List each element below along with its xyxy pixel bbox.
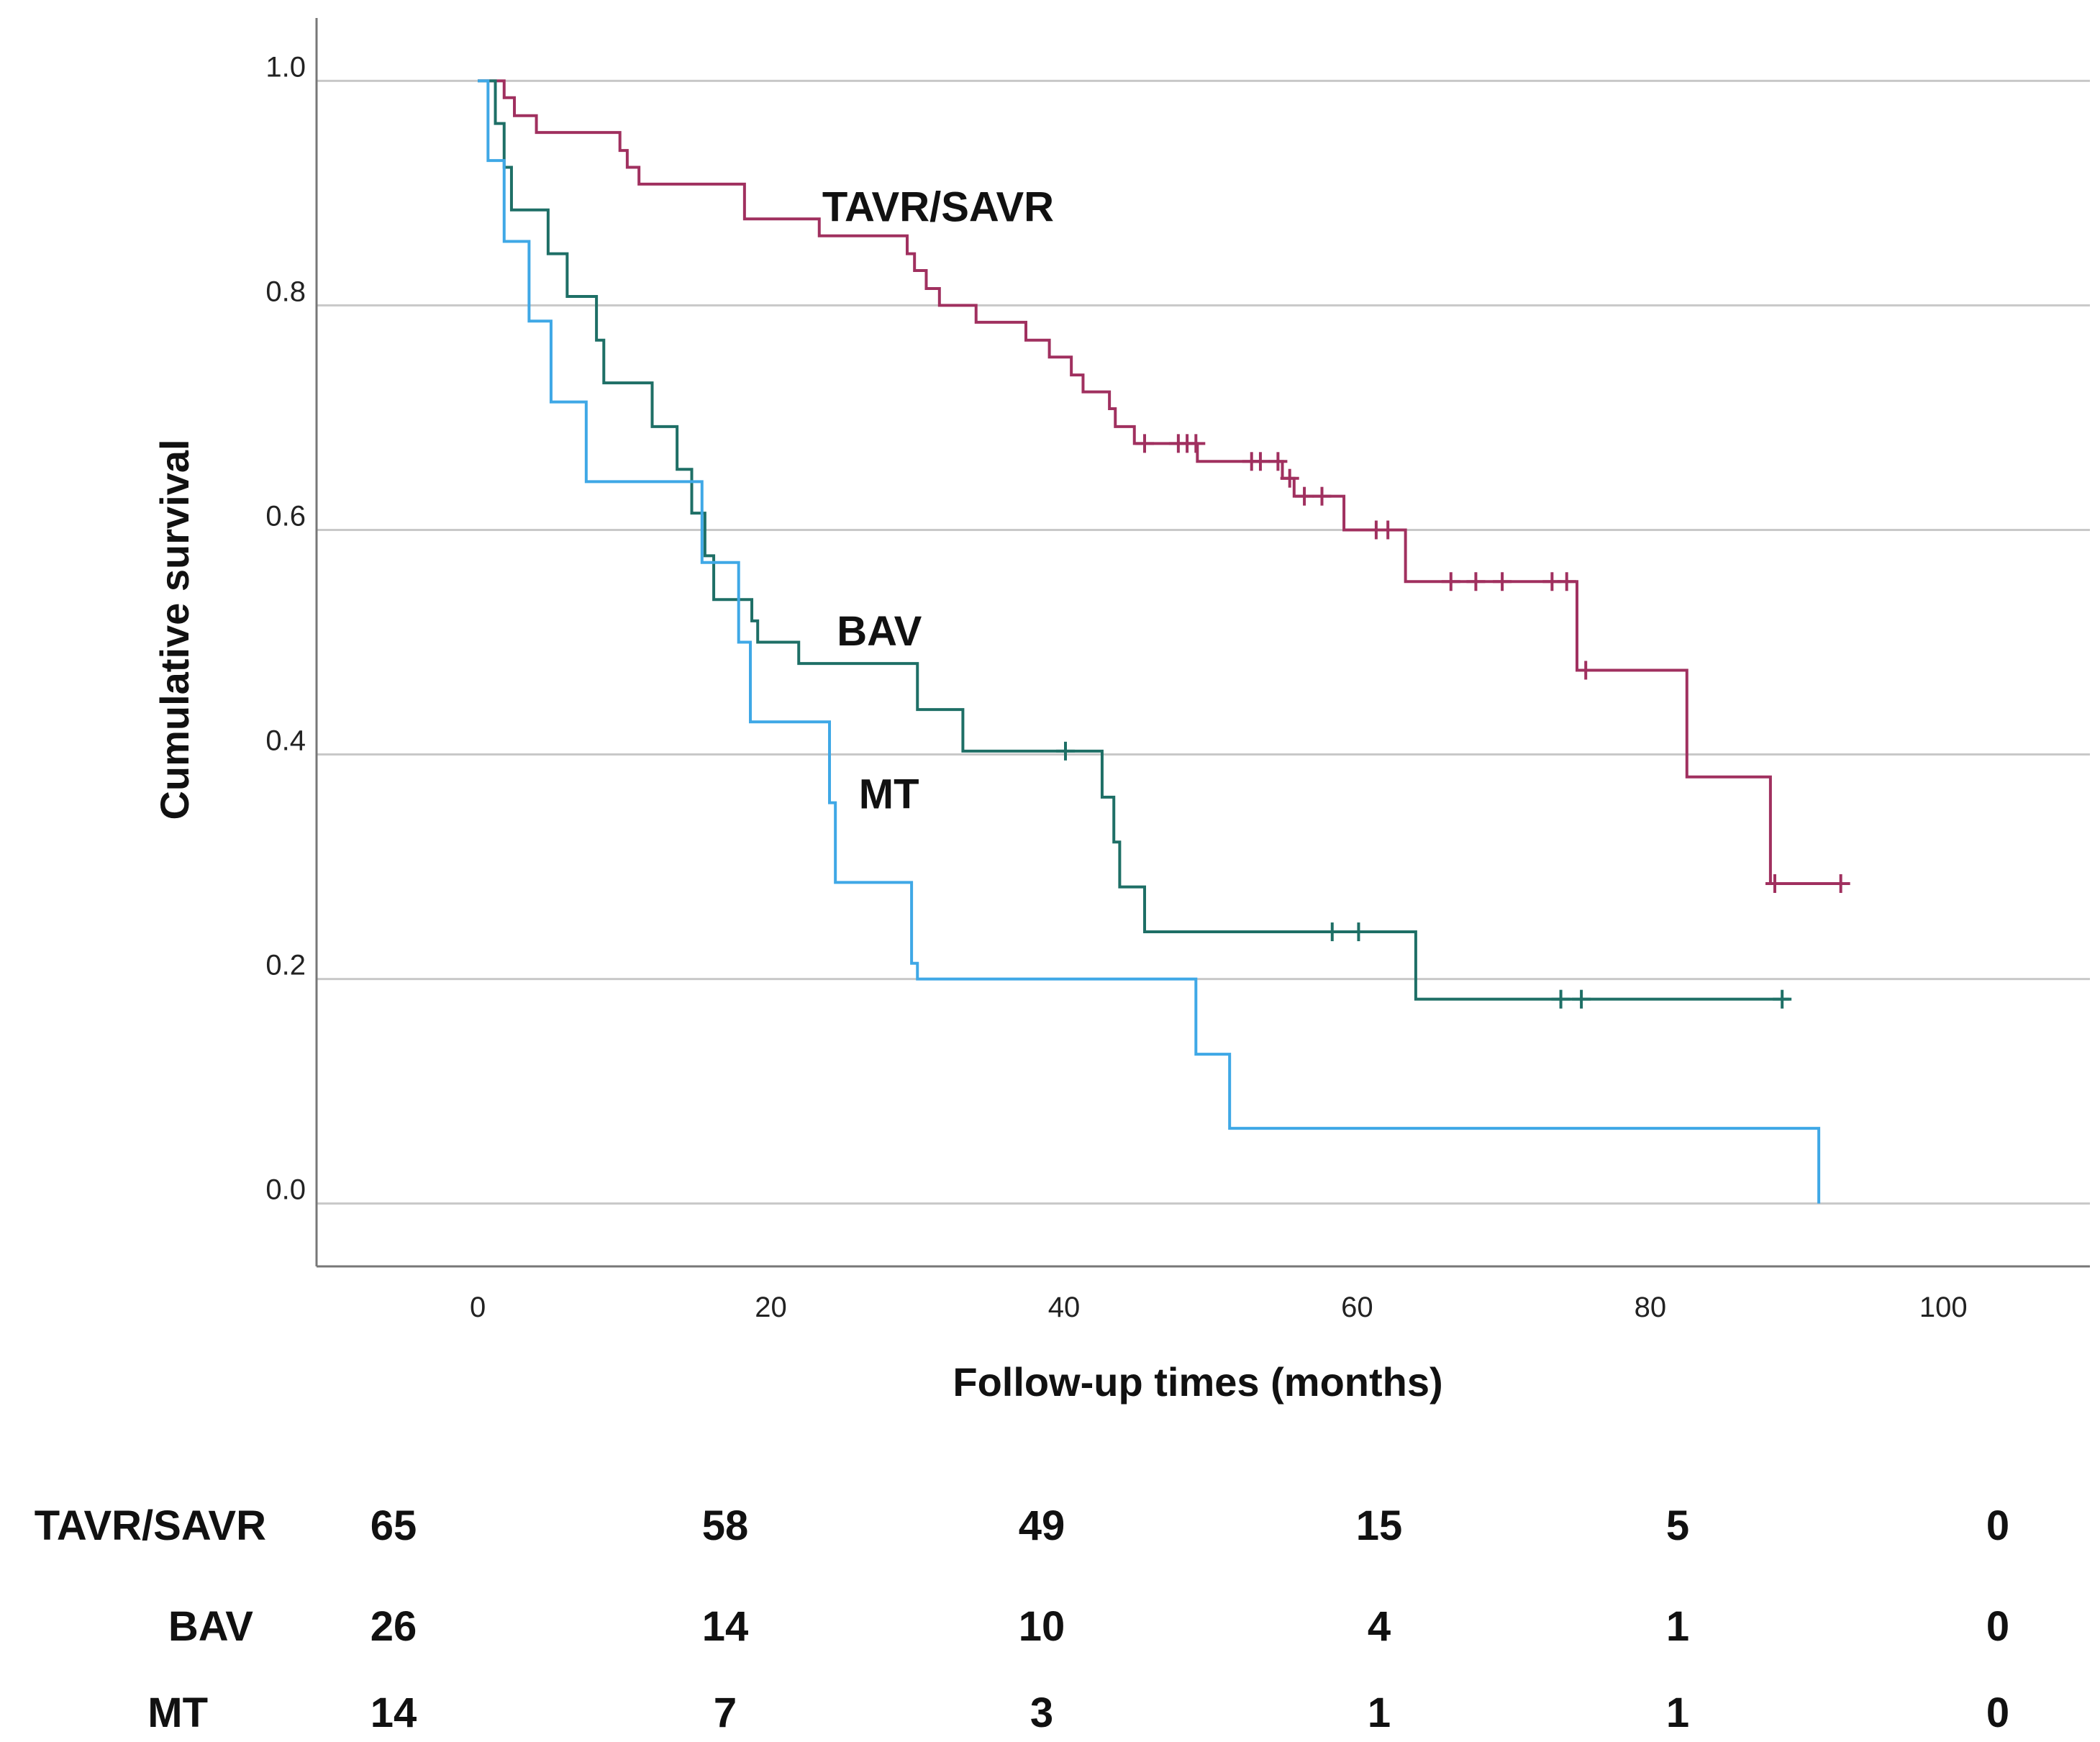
risk-row-label: MT: [147, 1689, 208, 1736]
risk-value: 7: [714, 1689, 737, 1736]
gridlines: [317, 79, 2090, 1205]
km-curve-BAV: [478, 79, 1790, 1001]
y-axis-title: Cumulative survival: [152, 439, 197, 820]
risk-value: 26: [371, 1603, 417, 1650]
curve-label: BAV: [837, 608, 922, 655]
risk-row-label: BAV: [168, 1603, 253, 1650]
risk-value: 0: [1986, 1502, 2009, 1549]
risk-value: 15: [1356, 1502, 1403, 1549]
risk-value: 0: [1986, 1689, 2009, 1736]
km-curve-TAVR/SAVR: [478, 79, 1848, 885]
risk-value: 58: [702, 1502, 749, 1549]
x-tick-label: 60: [1341, 1292, 1373, 1323]
risk-value: 3: [1030, 1689, 1053, 1736]
risk-value: 14: [702, 1603, 749, 1650]
x-tick-label: 0: [470, 1292, 486, 1323]
x-tick-label: 40: [1048, 1292, 1081, 1323]
curve-labels: TAVR/SAVR BAV MT: [822, 183, 1054, 817]
risk-row-label: TAVR/SAVR: [35, 1502, 266, 1549]
y-tick-label: 0.6: [265, 500, 306, 532]
curve-label: MT: [859, 771, 919, 817]
x-axis-title: Follow-up times (months): [953, 1359, 1442, 1405]
curve-label: TAVR/SAVR: [822, 183, 1054, 230]
y-tick-label: 0.8: [265, 276, 306, 307]
risk-value: 1: [1666, 1603, 1689, 1650]
risk-value: 1: [1666, 1689, 1689, 1736]
x-tick-label: 20: [755, 1292, 787, 1323]
axes: 0.0 0.2 0.4 0.6 0.8 1.0 0 20 40 60 80 100: [265, 18, 2090, 1323]
risk-value: 10: [1019, 1603, 1065, 1650]
x-tick-label: 100: [1919, 1292, 1968, 1323]
risk-value: 65: [371, 1502, 417, 1549]
risk-value: 14: [371, 1689, 417, 1736]
km-curve-MT: [478, 79, 1821, 1204]
risk-value: 5: [1666, 1502, 1689, 1549]
x-tick-label: 80: [1635, 1292, 1667, 1323]
risk-value: 49: [1019, 1502, 1065, 1549]
y-tick-label: 1.0: [265, 51, 306, 83]
y-tick-label: 0.4: [265, 725, 306, 757]
survival-curves: [478, 79, 1850, 1204]
risk-value: 1: [1368, 1689, 1391, 1736]
risk-value: 0: [1986, 1603, 2009, 1650]
y-tick-label: 0.0: [265, 1174, 306, 1206]
y-tick-label: 0.2: [265, 950, 306, 981]
risk-value: 4: [1368, 1603, 1391, 1650]
